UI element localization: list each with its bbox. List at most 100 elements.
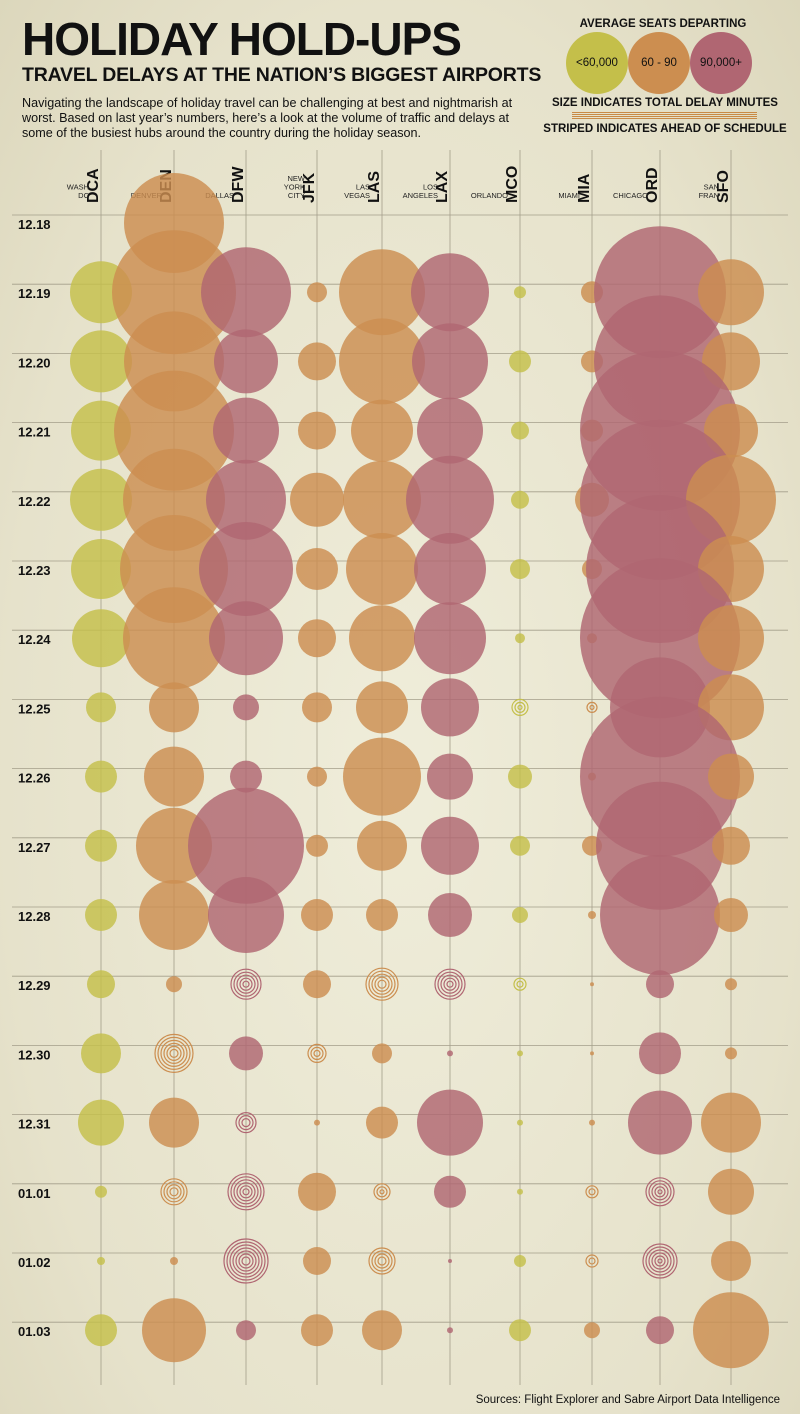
bubble-dca — [70, 330, 132, 393]
bubble-las — [357, 820, 407, 871]
bubble-dfw — [213, 397, 279, 464]
bubble-dca — [71, 539, 131, 599]
airport-city-lax: LOS — [423, 183, 438, 192]
bubble-jfk — [298, 411, 336, 450]
bubble-striped-den — [160, 1178, 188, 1206]
bubble-lax — [412, 323, 488, 400]
bubble-ring — [443, 977, 457, 991]
date-label: 12.19 — [18, 286, 51, 301]
bubble-las — [351, 399, 413, 462]
bubble-las — [362, 1310, 402, 1351]
bubble-ord — [646, 1316, 674, 1345]
date-label: 12.24 — [18, 632, 51, 647]
bubble-las — [356, 681, 408, 734]
bubble-lax — [421, 816, 479, 875]
bubble-sfo — [712, 826, 750, 865]
bubble-ring — [169, 1048, 179, 1059]
page-title: HOLIDAY HOLD-UPS — [22, 13, 462, 65]
bubble-ring — [586, 701, 598, 714]
bubble-mco — [511, 421, 529, 440]
bubble-dca — [81, 1033, 121, 1074]
airport-city-mco: ORLANDO — [471, 191, 508, 200]
bubble-mia — [590, 982, 594, 987]
airport-city-dfw: DALLAS — [205, 191, 234, 200]
bubble-mia — [589, 1119, 595, 1126]
bubble-ring — [648, 1249, 672, 1273]
bubble-den — [123, 587, 225, 690]
bubble-lax — [434, 1175, 466, 1208]
bubble-ring — [230, 1176, 262, 1208]
bubble-jfk — [307, 766, 327, 787]
bubble-las — [346, 533, 418, 605]
date-label: 12.28 — [18, 909, 51, 924]
legend-stripe-note: STRIPED INDICATES AHEAD OF SCHEDULE — [543, 123, 787, 135]
date-label: 12.25 — [18, 701, 51, 716]
bubble-den — [142, 1298, 206, 1363]
bubble-ring — [446, 980, 454, 988]
bubble-dfw — [208, 877, 284, 953]
bubble-ring — [160, 1178, 188, 1206]
bubble-dca — [95, 1185, 107, 1198]
bubble-las — [366, 1106, 398, 1139]
date-label: 12.31 — [18, 1117, 51, 1132]
bubble-ring — [651, 1183, 669, 1201]
bubble-ring — [226, 1241, 266, 1281]
airport-city-jfk: CITY — [288, 191, 305, 200]
bubble-jfk — [298, 342, 336, 381]
bubble-ord — [628, 1090, 692, 1155]
legend-title: AVERAGE SEATS DEPARTING — [579, 18, 747, 30]
bubble-ring — [645, 1246, 675, 1276]
bubble-jfk — [298, 619, 336, 658]
bubble-jfk — [298, 1172, 336, 1211]
date-label: 12.18 — [18, 217, 51, 232]
bubble-ring — [157, 1036, 191, 1071]
legend-size-note: SIZE INDICATES TOTAL DELAY MINUTES — [552, 97, 778, 109]
bubble-sfo — [708, 1168, 754, 1215]
bubble-ring — [160, 1039, 188, 1068]
bubble-dca — [85, 829, 117, 862]
bubble-ring — [242, 1188, 250, 1196]
bubble-las — [339, 318, 425, 405]
date-label: 12.30 — [18, 1047, 51, 1062]
bubble-ring — [645, 1177, 675, 1207]
bubble-sfo — [725, 978, 737, 991]
bubble-lax — [447, 1050, 453, 1057]
bubble-ord — [646, 970, 674, 999]
bubble-ring — [437, 971, 463, 997]
date-label: 01.03 — [18, 1324, 51, 1339]
bubble-ring — [313, 1049, 321, 1058]
bubble-ring — [513, 977, 527, 991]
bubble-sfo — [708, 753, 754, 800]
airport-code-las: LAS — [366, 171, 383, 203]
bubble-striped-jfk — [307, 1043, 327, 1064]
bubble-ring — [657, 1258, 663, 1264]
bubble-sfo — [698, 259, 764, 326]
bubble-lax — [421, 678, 479, 737]
bubble-den — [139, 880, 209, 950]
bubble-lax — [427, 753, 473, 800]
bubble-ring — [434, 968, 466, 1000]
airport-city-sfo: FRAN — [699, 191, 719, 200]
bubble-las — [339, 249, 425, 336]
date-label: 12.29 — [18, 978, 51, 993]
bubble-ring — [368, 1247, 396, 1275]
bubble-ring — [373, 1183, 391, 1201]
bubble-ring — [232, 1247, 260, 1275]
bubble-ring — [379, 1189, 385, 1195]
date-labels: 12.18 12.19 12.20 12.21 12.22 12.23 12.24 12.25… — [18, 217, 51, 1339]
bubble-striped-ord — [642, 1243, 678, 1279]
bubble-dca — [72, 609, 130, 668]
bubble-jfk — [307, 282, 327, 303]
bubble-mco — [517, 1188, 523, 1195]
bubble-lax — [447, 1327, 453, 1334]
bubble-ring — [585, 1254, 599, 1268]
bubble-den — [166, 976, 182, 993]
bubble-mco — [517, 1050, 523, 1057]
bubble-sfo — [701, 1092, 761, 1153]
bubble-ord — [600, 855, 720, 975]
bubble-ring — [588, 1257, 596, 1265]
bubble-striped-ord — [645, 1177, 675, 1207]
bubble-ring — [377, 979, 387, 989]
bubble-las — [343, 737, 421, 816]
